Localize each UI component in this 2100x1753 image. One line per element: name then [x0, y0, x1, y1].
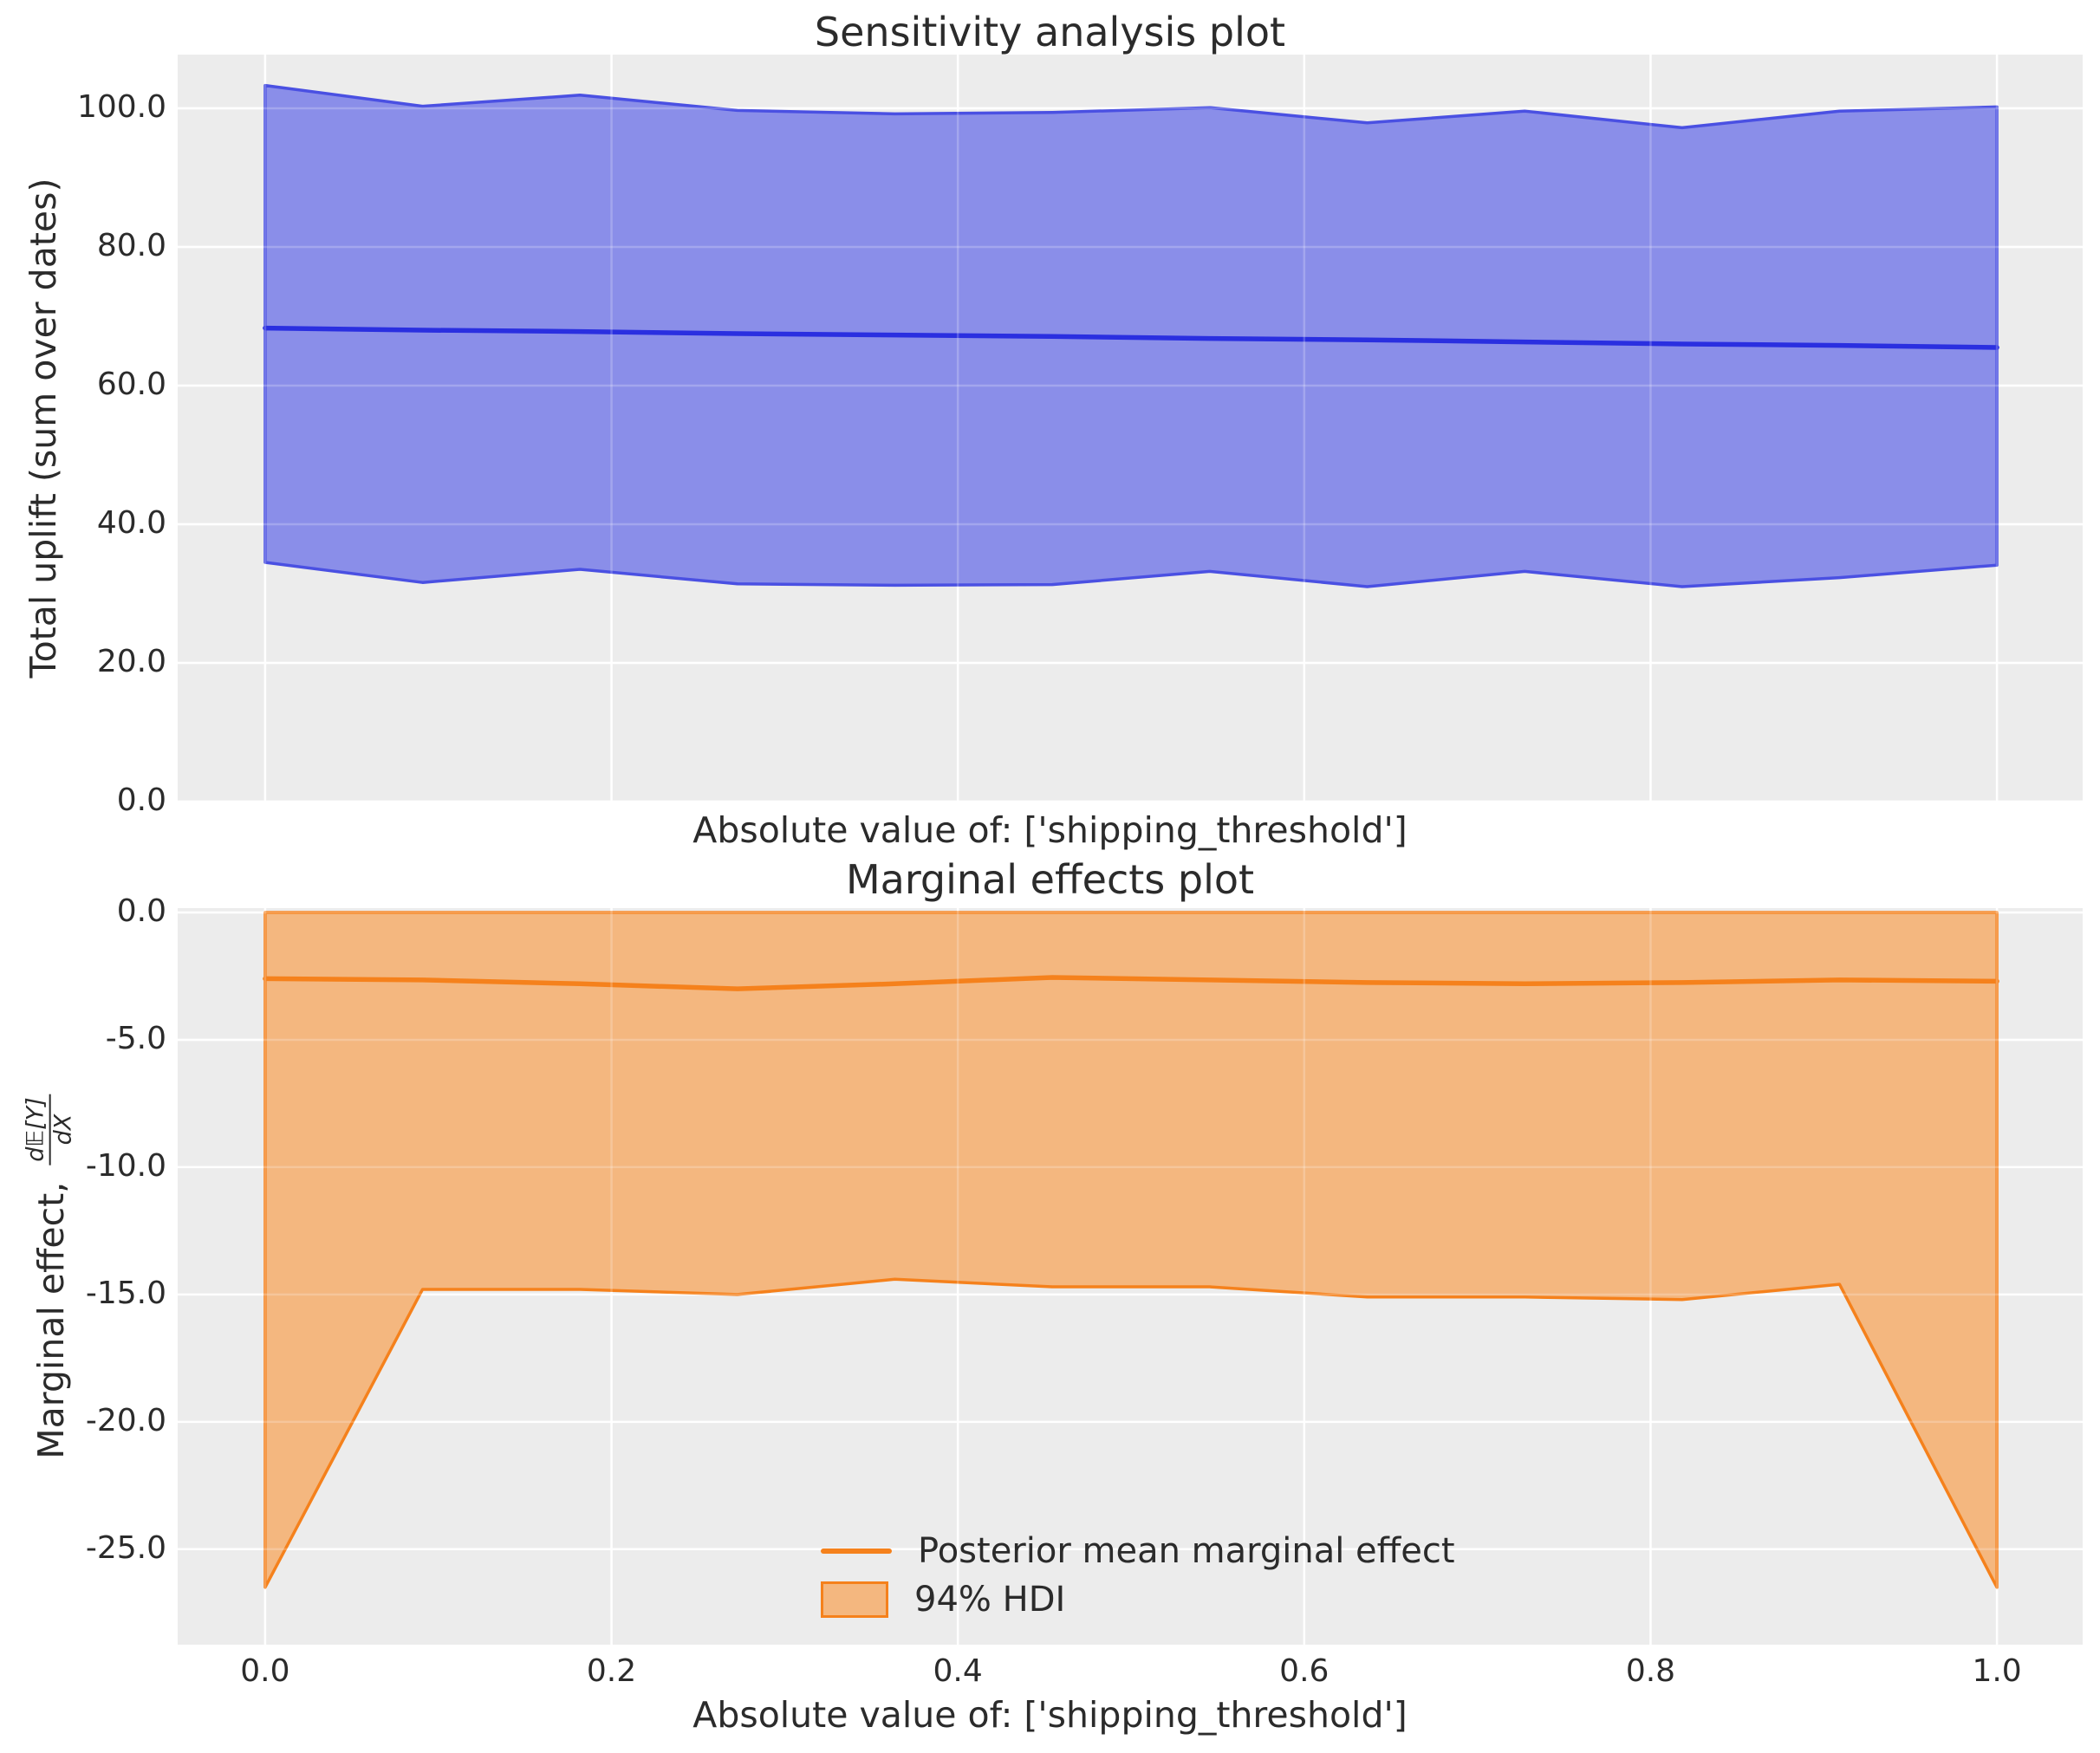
bottom-y-axis-label-text: Marginal effect, — [30, 1170, 72, 1459]
y-tick-label: 100.0 — [76, 89, 166, 125]
x-tick-label: 0.4 — [933, 1653, 983, 1689]
legend-row-mean: Posterior mean marginal effect — [821, 1527, 1455, 1575]
top-chart-title: Sensitivity analysis plot — [814, 9, 1286, 55]
y-tick-label: -15.0 — [85, 1275, 166, 1311]
hdi-band — [263, 911, 1999, 1589]
posterior-mean-line — [263, 325, 1999, 350]
y-tick-label: 20.0 — [96, 644, 166, 679]
marginal-effect-fraction: d𝔼[Y] dX — [23, 1094, 77, 1165]
y-tick-label: 80.0 — [96, 228, 166, 263]
bottom-x-axis-label: Absolute value of: ['shipping_threshold'… — [692, 1694, 1408, 1736]
x-tick-label: 0.8 — [1625, 1653, 1676, 1689]
legend-row-hdi: 94% HDI — [821, 1575, 1455, 1624]
x-tick-label: 0.6 — [1279, 1653, 1330, 1689]
bottom-chart-title: Marginal effects plot — [845, 856, 1255, 903]
top-x-axis-label: Absolute value of: ['shipping_threshold'… — [692, 809, 1408, 851]
bottom-y-axis-label: Marginal effect, d𝔼[Y] dX — [23, 1094, 81, 1459]
sensitivity-plot-area — [178, 55, 2083, 802]
y-tick-label: 0.0 — [116, 782, 166, 818]
marginal-effects-chart-svg — [178, 908, 2083, 1645]
x-tick-label: 0.0 — [240, 1653, 290, 1689]
posterior-mean-line — [263, 975, 1999, 991]
legend-label-mean: Posterior mean marginal effect — [918, 1531, 1455, 1571]
sensitivity-chart-svg — [178, 55, 2083, 802]
y-tick-label: 40.0 — [96, 505, 166, 541]
y-tick-label: -5.0 — [105, 1020, 166, 1056]
legend-label-hdi: 94% HDI — [914, 1580, 1066, 1620]
marginal-effects-plot-area — [178, 908, 2083, 1645]
x-tick-label: 1.0 — [1972, 1653, 2022, 1689]
y-tick-label: 0.0 — [116, 893, 166, 929]
legend-line-swatch — [821, 1548, 892, 1554]
fraction-numerator: d𝔼[Y] — [23, 1094, 51, 1165]
top-y-axis-label: Total uplift (sum over dates) — [23, 178, 64, 678]
y-tick-label: -10.0 — [85, 1147, 166, 1184]
y-tick-label: 60.0 — [96, 367, 166, 402]
y-tick-label: -25.0 — [85, 1529, 166, 1566]
x-tick-label: 0.2 — [586, 1653, 637, 1689]
legend-patch-swatch — [821, 1581, 888, 1618]
fraction-denominator: dX — [50, 1113, 77, 1146]
legend: Posterior mean marginal effect 94% HDI — [821, 1527, 1455, 1624]
y-tick-label: -20.0 — [85, 1402, 166, 1438]
